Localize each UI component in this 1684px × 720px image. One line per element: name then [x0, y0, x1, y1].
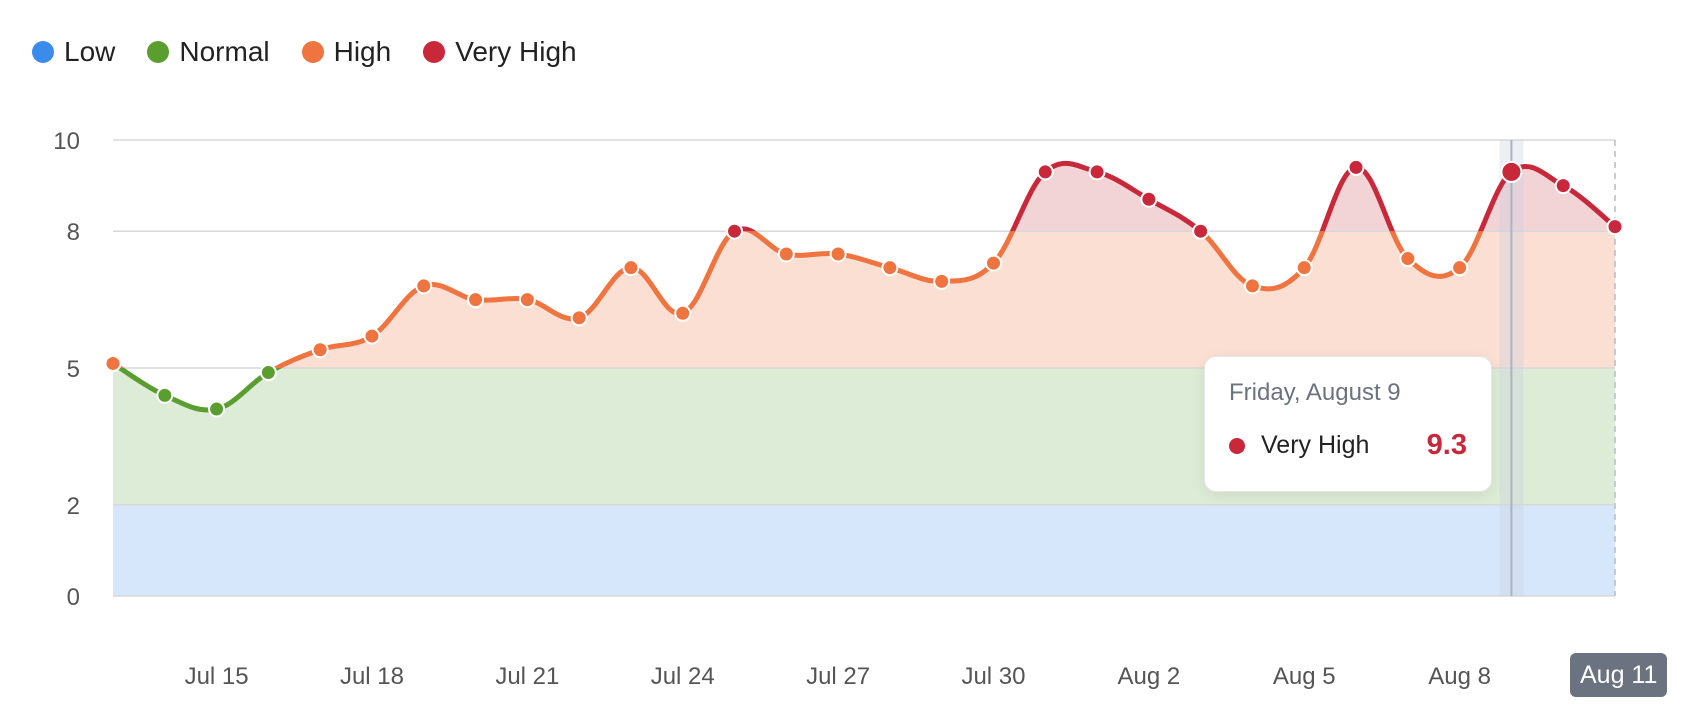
x-tick-label: Jul 24 — [651, 663, 715, 690]
data-point — [363, 327, 381, 345]
tooltip: Friday, August 9 Very High 9.3 — [1204, 356, 1492, 492]
data-point — [674, 304, 692, 322]
legend-item-high[interactable]: High — [301, 36, 392, 68]
x-tick-label: Aug 5 — [1273, 663, 1336, 690]
tooltip-series-dot — [1229, 437, 1245, 454]
data-point — [1192, 222, 1210, 240]
legend-label-very-high: Very High — [455, 36, 577, 67]
tooltip-date: Friday, August 9 — [1229, 379, 1401, 406]
legend-dot-very-high — [423, 41, 446, 63]
data-point — [726, 222, 744, 240]
data-point — [1243, 277, 1261, 295]
data-point — [156, 386, 174, 404]
data-point — [622, 259, 640, 277]
tooltip-series-name: Very High — [1261, 431, 1370, 459]
y-tick-label: 10 — [53, 128, 80, 155]
x-tick-label: Aug 8 — [1428, 663, 1491, 690]
data-point — [1606, 218, 1624, 236]
data-point — [104, 354, 122, 372]
x-axis-highlight-label: Aug 11 — [1570, 653, 1668, 697]
x-tick-label: Jul 21 — [495, 663, 559, 690]
data-point — [1451, 259, 1469, 277]
tooltip-value: 9.3 — [1426, 429, 1467, 461]
data-point — [881, 259, 899, 277]
data-point — [777, 245, 795, 263]
y-tick-label: 0 — [67, 584, 80, 611]
legend-dot-normal — [147, 41, 170, 63]
data-point — [1088, 163, 1106, 181]
x-tick-label: Jul 15 — [185, 663, 249, 690]
data-point — [467, 291, 485, 309]
data-point — [1399, 250, 1417, 268]
data-point — [311, 341, 329, 359]
y-tick-label: 8 — [67, 219, 80, 246]
legend-dot-low — [32, 41, 54, 63]
data-point — [1500, 160, 1523, 183]
x-tick-label: Jul 18 — [340, 663, 404, 690]
legend: Low Normal High Very High — [32, 36, 609, 68]
data-point — [933, 272, 951, 290]
legend-item-normal[interactable]: Normal — [147, 36, 270, 68]
legend-label-low: Low — [64, 36, 116, 67]
data-point — [415, 277, 433, 295]
data-point — [1347, 158, 1365, 176]
data-point — [518, 291, 536, 309]
x-tick-label: Jul 27 — [806, 663, 870, 690]
data-point — [984, 254, 1002, 272]
legend-item-low[interactable]: Low — [32, 36, 115, 68]
legend-item-very-high[interactable]: Very High — [423, 36, 577, 68]
data-point — [570, 309, 588, 327]
y-tick-label: 5 — [67, 356, 80, 383]
x-tick-label: Aug 2 — [1118, 663, 1181, 690]
data-point — [208, 400, 226, 418]
data-point — [1140, 190, 1158, 208]
zone-band-very-high — [113, 163, 1615, 232]
legend-dot-high — [301, 41, 324, 63]
legend-label-normal: Normal — [179, 36, 270, 67]
data-point — [1554, 177, 1572, 195]
series-line-very-high — [730, 160, 1617, 232]
x-tick-label: Jul 30 — [961, 663, 1025, 690]
data-point — [1295, 259, 1313, 277]
y-tick-label: 2 — [67, 493, 80, 520]
tooltip-row: Very High 9.3 — [1229, 429, 1467, 462]
data-point — [259, 364, 277, 382]
zone-band-low — [113, 504, 1615, 596]
legend-label-high: High — [333, 36, 392, 67]
data-point — [829, 245, 847, 263]
data-point — [1036, 163, 1054, 181]
